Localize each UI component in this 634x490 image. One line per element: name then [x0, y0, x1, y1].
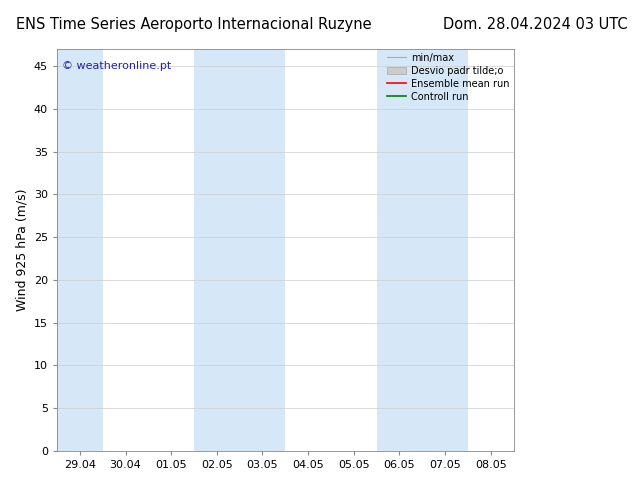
Bar: [240, 49, 285, 451]
Bar: [377, 49, 422, 451]
Text: © weatheronline.pt: © weatheronline.pt: [61, 61, 171, 71]
Bar: [194, 49, 240, 451]
Legend: min/max, Desvio padr tilde;o, Ensemble mean run, Controll run: min/max, Desvio padr tilde;o, Ensemble m…: [383, 49, 514, 105]
Bar: [57, 49, 103, 451]
Bar: [422, 49, 468, 451]
Text: ENS Time Series Aeroporto Internacional Ruzyne: ENS Time Series Aeroporto Internacional …: [16, 17, 372, 32]
Y-axis label: Wind 925 hPa (m/s): Wind 925 hPa (m/s): [15, 189, 29, 311]
Text: Dom. 28.04.2024 03 UTC: Dom. 28.04.2024 03 UTC: [443, 17, 628, 32]
